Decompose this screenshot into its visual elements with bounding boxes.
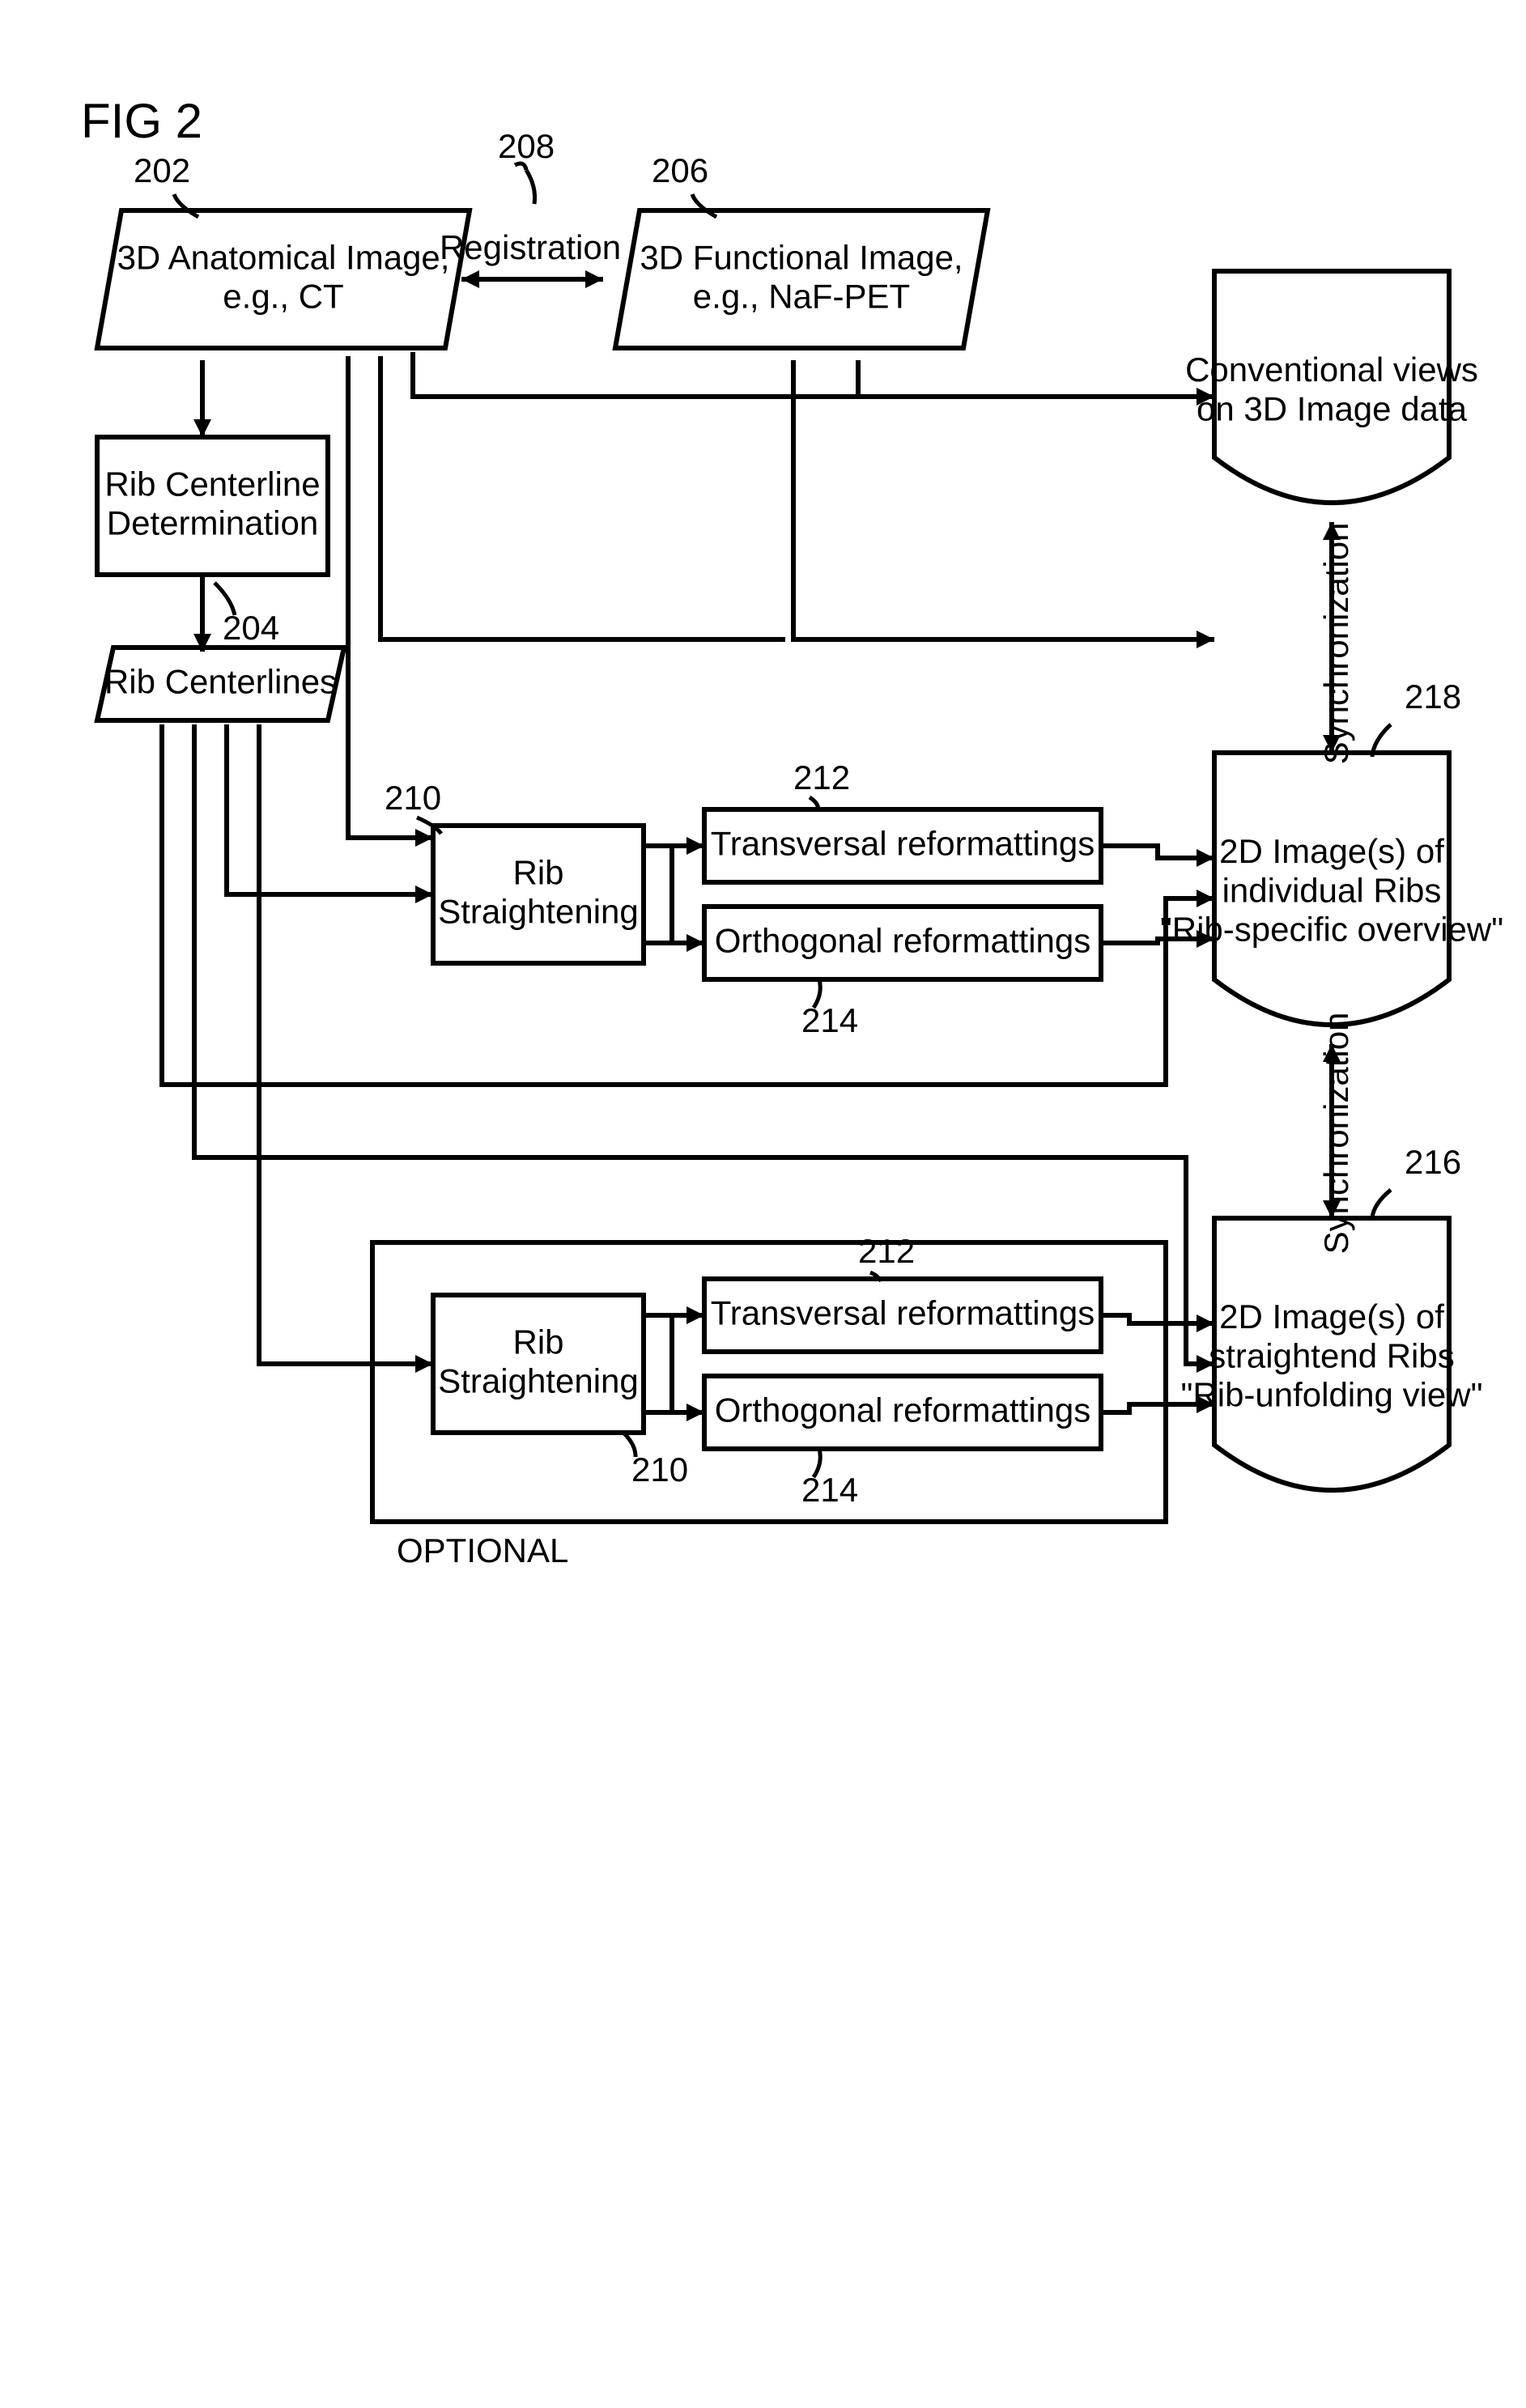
node-trans2: Transversal reformattings [711, 1294, 1095, 1332]
ref-202: 202 [134, 151, 190, 189]
svg-text:210: 210 [631, 1450, 688, 1489]
svg-text:208: 208 [498, 127, 555, 165]
svg-text:Orthogonal reformattings: Orthogonal reformattings [715, 1391, 1091, 1429]
figure-title: FIG 2 [81, 94, 202, 148]
node-ribcl: Rib Centerlines [104, 663, 337, 701]
svg-text:"Rib-unfolding view": "Rib-unfolding view" [1181, 1376, 1483, 1414]
label-sync1: Synchronization [1317, 523, 1355, 765]
label-registration: Registration [440, 228, 621, 266]
svg-text:2D Image(s) of: 2D Image(s) of [1219, 832, 1444, 870]
svg-text:2D Image(s) of: 2D Image(s) of [1219, 1297, 1444, 1336]
svg-text:straightend Ribs: straightend Ribs [1209, 1336, 1455, 1374]
svg-text:Orthogonal reformattings: Orthogonal reformattings [715, 922, 1091, 960]
ref-218: 218 [1405, 677, 1461, 716]
svg-text:"Rib-specific overview": "Rib-specific overview" [1160, 911, 1503, 949]
svg-text:Rib Centerlines: Rib Centerlines [104, 663, 337, 701]
svg-text:Straightening: Straightening [438, 1362, 639, 1400]
svg-text:3D Anatomical Image,: 3D Anatomical Image, [117, 238, 450, 276]
ref-206: 206 [652, 151, 708, 189]
svg-text:214: 214 [801, 1001, 858, 1039]
svg-text:Rib: Rib [512, 1323, 563, 1361]
ref-216: 216 [1405, 1143, 1461, 1181]
label-optional: OPTIONAL [397, 1531, 568, 1569]
node-orth2: Orthogonal reformattings [715, 1391, 1091, 1429]
svg-text:on 3D Image data: on 3D Image data [1197, 390, 1468, 428]
svg-text:e.g., CT: e.g., CT [223, 278, 343, 316]
svg-text:OPTIONAL: OPTIONAL [397, 1531, 568, 1569]
svg-text:Synchronization: Synchronization [1317, 523, 1355, 765]
node-trans1: Transversal reformattings [711, 825, 1095, 863]
svg-text:Rib: Rib [512, 853, 563, 891]
svg-text:210: 210 [385, 779, 441, 817]
svg-text:individual Ribs: individual Ribs [1222, 871, 1442, 909]
svg-text:Registration: Registration [440, 228, 621, 266]
svg-text:3D Functional Image,: 3D Functional Image, [640, 238, 963, 276]
svg-text:Rib Centerline: Rib Centerline [104, 465, 320, 503]
svg-text:Conventional views: Conventional views [1185, 350, 1478, 389]
node-ribcld: Rib CenterlineDetermination [104, 465, 320, 541]
svg-text:Determination: Determination [107, 504, 318, 542]
svg-text:e.g., NaF-PET: e.g., NaF-PET [693, 278, 910, 316]
svg-text:212: 212 [793, 758, 850, 796]
svg-text:Synchronization: Synchronization [1317, 1013, 1355, 1255]
svg-text:214: 214 [801, 1471, 858, 1509]
node-orth1: Orthogonal reformattings [715, 922, 1091, 960]
svg-text:204: 204 [223, 609, 279, 647]
svg-text:212: 212 [858, 1232, 915, 1270]
svg-text:Straightening: Straightening [438, 893, 639, 931]
svg-text:Transversal reformattings: Transversal reformattings [711, 1294, 1095, 1332]
label-sync2: Synchronization [1317, 1013, 1355, 1255]
svg-text:Transversal reformattings: Transversal reformattings [711, 825, 1095, 863]
